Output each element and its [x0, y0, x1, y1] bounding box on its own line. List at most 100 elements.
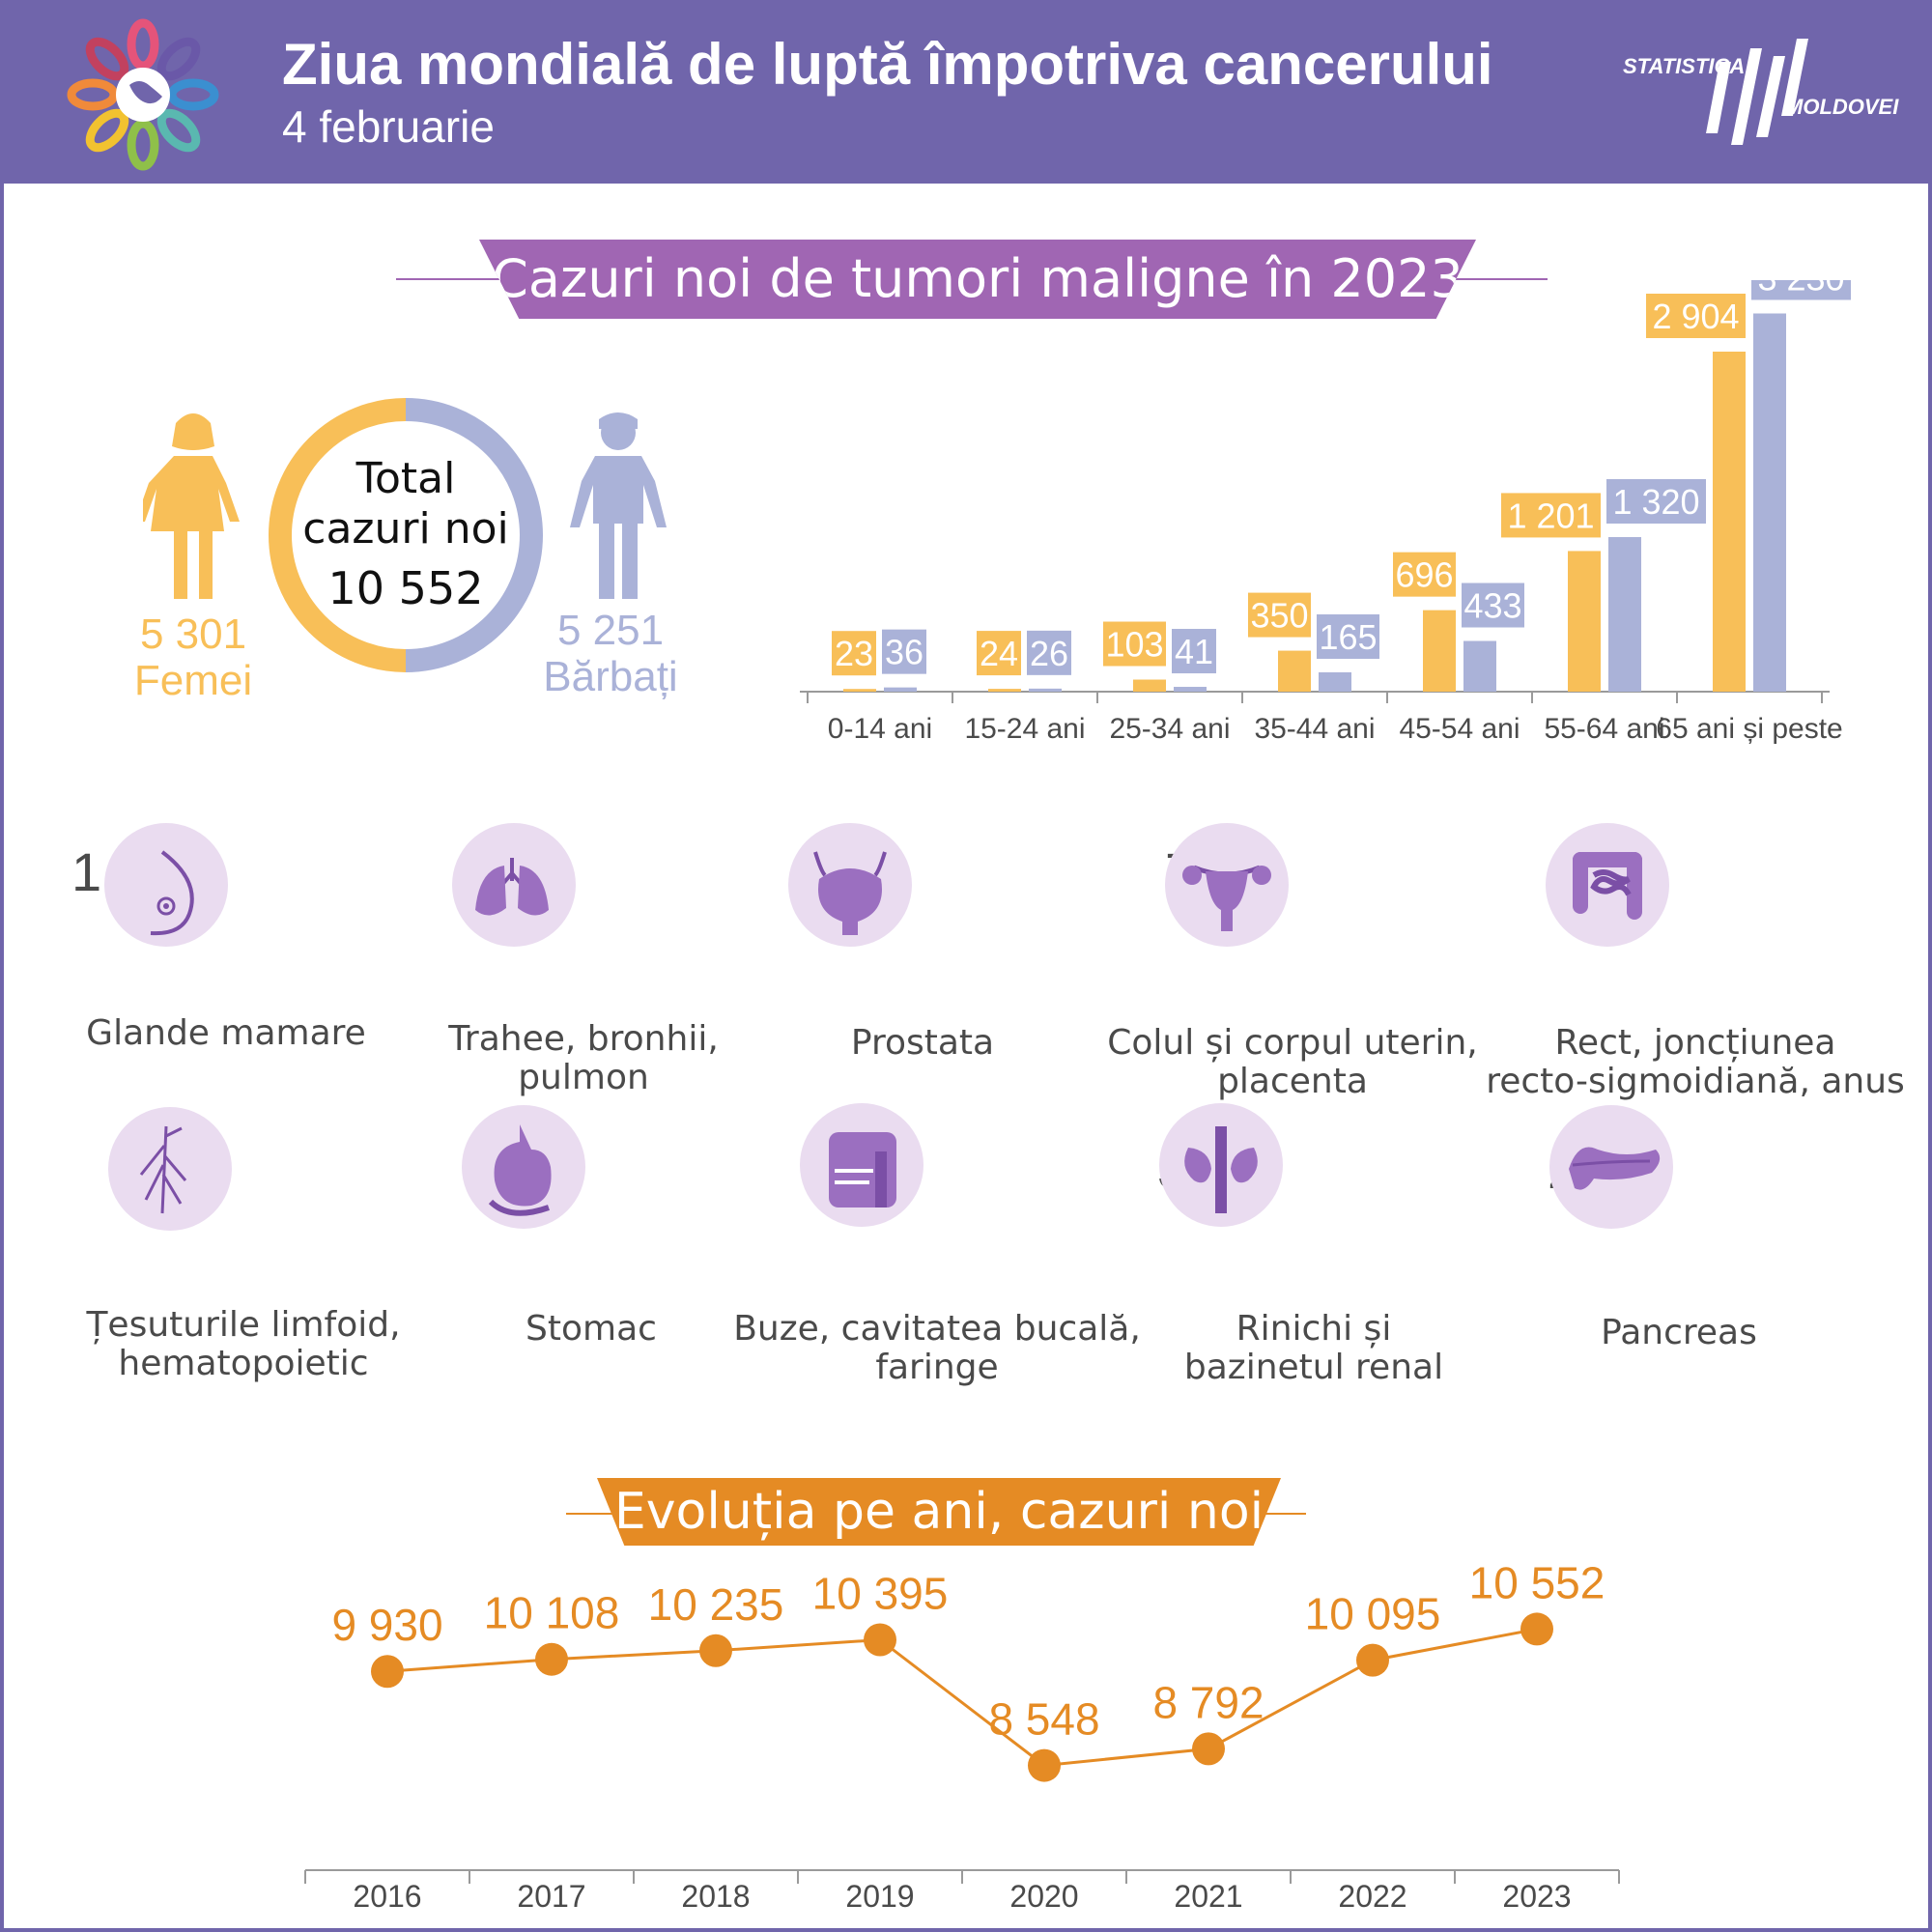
age-bar-value-label: 2 904	[1652, 297, 1739, 336]
age-bar	[1319, 672, 1351, 692]
age-bar-value-box	[1248, 592, 1311, 638]
category-label-line1: Pancreas	[1601, 1313, 1757, 1352]
age-bar	[1133, 679, 1166, 692]
age-bar	[843, 689, 876, 692]
category-label-line1: Rect, joncțiunea	[1554, 1023, 1836, 1063]
category-label: Țesuturile limfoid, hematopoietic	[21, 1306, 466, 1383]
age-bar-value-label: 36	[885, 633, 923, 672]
category-label-line2: placenta	[1217, 1062, 1368, 1101]
age-bar	[1713, 352, 1746, 692]
banner2-line-left	[566, 1513, 624, 1515]
intestine-icon	[1546, 823, 1669, 947]
age-bar-value-label: 1 320	[1612, 482, 1699, 522]
category-label-line2: pulmon	[518, 1058, 649, 1097]
category-label-line1: Stomac	[526, 1309, 657, 1349]
category-label-line1: Rinichi și	[1236, 1309, 1392, 1349]
category-label-line1: Glande mamare	[86, 1013, 366, 1053]
age-bar-value-label: 103	[1105, 625, 1163, 665]
donut-total-value: 10 552	[327, 562, 484, 614]
lungs-icon	[452, 823, 576, 947]
trend-point	[1192, 1732, 1225, 1766]
age-bar-value-label: 23	[835, 634, 873, 673]
banner1-line-right	[1439, 278, 1548, 280]
donut-label-total: Total	[355, 454, 456, 503]
age-bar-value-label: 26	[1030, 634, 1068, 673]
category-label-line2: hematopoietic	[118, 1344, 369, 1383]
category-label-line1: Trahee, bronhii,	[448, 1019, 719, 1059]
age-category-label: 25-34 ani	[1109, 713, 1230, 745]
age-bar-value-label: 350	[1250, 596, 1308, 636]
age-bar-value-label: 3 230	[1757, 280, 1844, 298]
age-bar-value-box	[1317, 614, 1379, 659]
trend-year-label: 2016	[353, 1879, 421, 1914]
age-bar-value-box	[1501, 493, 1601, 538]
age-bar-value-box	[1751, 280, 1851, 300]
age-bar-value-box	[1103, 621, 1166, 667]
category-label: Trahee, bronhii, pulmon	[361, 1020, 806, 1097]
age-bar-value-box	[1393, 552, 1456, 597]
trend-point	[535, 1642, 568, 1676]
prostate-icon	[788, 823, 912, 947]
category-label-line2: recto-sigmoidiană, anus	[1486, 1062, 1905, 1101]
age-bar-value-box	[1462, 582, 1524, 628]
age-category-label: 65 ani și peste	[1656, 713, 1842, 745]
age-category-label: 35-44 ani	[1254, 713, 1375, 745]
total-cases-donut	[269, 398, 543, 672]
brand-text-bottom: MOLDOVEI	[1785, 95, 1899, 119]
age-bar-value-box	[977, 631, 1021, 676]
trend-year-label: 2023	[1502, 1879, 1571, 1914]
age-bar	[1278, 650, 1311, 692]
age-bar-value-label: 41	[1175, 632, 1213, 671]
header-bar: Ziua mondială de luptă împotriva canceru…	[0, 0, 1932, 184]
age-bar-value-label: 1 201	[1507, 496, 1594, 535]
men-count: 5 251	[556, 607, 665, 654]
trend-value-label: 10 235	[648, 1579, 784, 1630]
banner1-line-left	[396, 278, 512, 280]
category-label-line1: Colul și corpul uterin,	[1107, 1023, 1478, 1063]
trend-point	[699, 1634, 732, 1667]
age-bar	[988, 689, 1021, 692]
category-label: Buze, cavitatea bucală, faringe	[715, 1310, 1159, 1387]
trend-year-label: 2017	[517, 1879, 585, 1914]
age-bar-value-label: 24	[980, 634, 1018, 673]
age-bar-value-box	[1606, 479, 1706, 524]
age-bar	[1029, 688, 1062, 692]
trend-value-label: 10 552	[1469, 1565, 1605, 1607]
trend-point	[1356, 1643, 1389, 1677]
page-title: Ziua mondială de luptă împotriva canceru…	[282, 32, 1493, 97]
age-bar-value-box	[832, 631, 876, 676]
ribbons-globe-logo	[67, 18, 219, 171]
category-label: Glande mamare	[4, 1014, 448, 1053]
category-label: Pancreas	[1457, 1314, 1901, 1352]
donut-label-new-cases: cazuri noi	[302, 504, 509, 554]
category-label: Prostata	[700, 1024, 1145, 1063]
trend-value-label: 8 548	[988, 1694, 1099, 1745]
trend-value-label: 9 930	[331, 1600, 442, 1650]
woman-icon	[143, 413, 240, 599]
trend-point	[1520, 1612, 1553, 1646]
age-bar	[1423, 610, 1456, 692]
age-category-label: 15-24 ani	[964, 713, 1085, 745]
category-label-line2: faringe	[875, 1348, 999, 1387]
yearly-evolution-banner: Evoluția pe ani, cazuri noi	[597, 1478, 1281, 1546]
man-icon	[570, 412, 667, 599]
trend-value-label: 10 108	[484, 1588, 620, 1638]
page-subtitle: 4 februarie	[282, 101, 495, 152]
category-label-line1: Buze, cavitatea bucală,	[733, 1309, 1141, 1349]
age-bar	[884, 687, 917, 692]
trend-point	[864, 1623, 896, 1657]
age-category-label: 0-14 ani	[828, 713, 932, 745]
yearly-trend-line-chart: 9 930 2016 10 108 2017 10 235 2018 10 395 2019 8…	[304, 1565, 1620, 1914]
trend-year-label: 2019	[845, 1879, 914, 1914]
age-group-bar-chart: 23 36 0-14 ani 24 26 15-24 ani 103 41 25-34 ani 3…	[800, 280, 1851, 745]
trend-value-label: 10 095	[1305, 1589, 1441, 1639]
trend-line	[386, 1627, 1538, 1768]
women-label: Femei	[133, 657, 253, 704]
age-category-label: 55-64 ani	[1544, 713, 1664, 745]
age-bar	[1174, 687, 1207, 692]
men-label: Bărbați	[543, 653, 678, 700]
trend-year-label: 2021	[1174, 1879, 1242, 1914]
women-count: 5 301	[139, 611, 247, 658]
age-bar	[1608, 537, 1641, 692]
pancreas-icon	[1549, 1105, 1673, 1229]
